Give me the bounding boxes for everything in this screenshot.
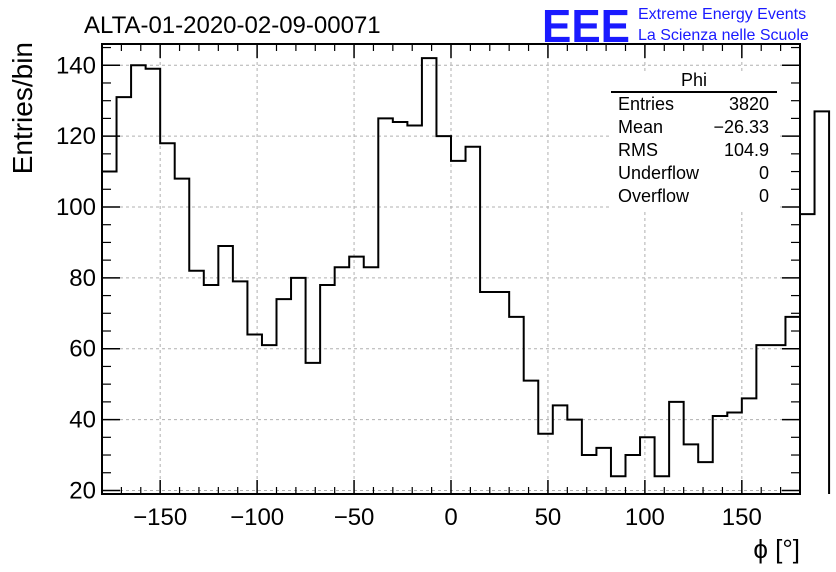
stats-row-value: 0 (759, 186, 769, 206)
y-tick-label: 80 (69, 265, 96, 292)
histogram-step-line (101, 57, 831, 494)
stats-row-label: Mean (618, 117, 663, 137)
axis-ticks (102, 44, 800, 494)
stats-row-value: −26.33 (713, 117, 769, 137)
logo-line-2: La Scienza nelle Scuole (638, 27, 809, 44)
y-tick-label: 40 (69, 407, 96, 434)
y-tick-label: 60 (69, 336, 96, 363)
y-tick-label: 100 (56, 194, 96, 221)
eee-logo: EEE Extreme Energy Events La Scienza nel… (542, 0, 809, 52)
y-axis-label: Entries/bin (7, 42, 38, 174)
stats-row-label: Underflow (618, 163, 700, 183)
y-tick-label: 140 (56, 52, 96, 79)
stats-row-value: 3820 (729, 94, 769, 114)
chart-title: ALTA-01-2020-02-09-00071 (84, 12, 381, 39)
x-tick-label: 100 (625, 504, 665, 531)
y-tick-label: 20 (69, 477, 96, 504)
x-tick-labels: −150 −100 −50 0 50 100 150 (133, 504, 762, 531)
histogram-series (101, 57, 831, 494)
stats-row-label: Overflow (618, 186, 690, 206)
stats-box: Phi Entries 3820 Mean −26.33 RMS 104.9 Underfl… (611, 70, 777, 210)
x-tick-label: 50 (535, 504, 562, 531)
stats-box-background (611, 72, 777, 210)
logo-line-1: Extreme Energy Events (638, 6, 806, 23)
x-tick-label: −150 (133, 504, 187, 531)
y-tick-label: 120 (56, 123, 96, 150)
x-axis-label: ϕ [°] (753, 534, 800, 564)
eee-logo-mark: EEE (542, 0, 630, 52)
x-tick-label: 150 (722, 504, 762, 531)
stats-row-value: 104.9 (724, 140, 769, 160)
x-tick-label: 0 (444, 504, 457, 531)
stats-row-value: 0 (759, 163, 769, 183)
stats-row-label: Entries (618, 94, 674, 114)
stats-box-title: Phi (681, 70, 707, 90)
stats-box-rows: Entries 3820 Mean −26.33 RMS 104.9 Underflow 0 O… (618, 94, 769, 206)
x-tick-label: −50 (334, 504, 375, 531)
stats-row-label: RMS (618, 140, 658, 160)
y-tick-labels: 20 40 60 80 100 120 140 (56, 52, 96, 504)
x-tick-label: −100 (230, 504, 284, 531)
